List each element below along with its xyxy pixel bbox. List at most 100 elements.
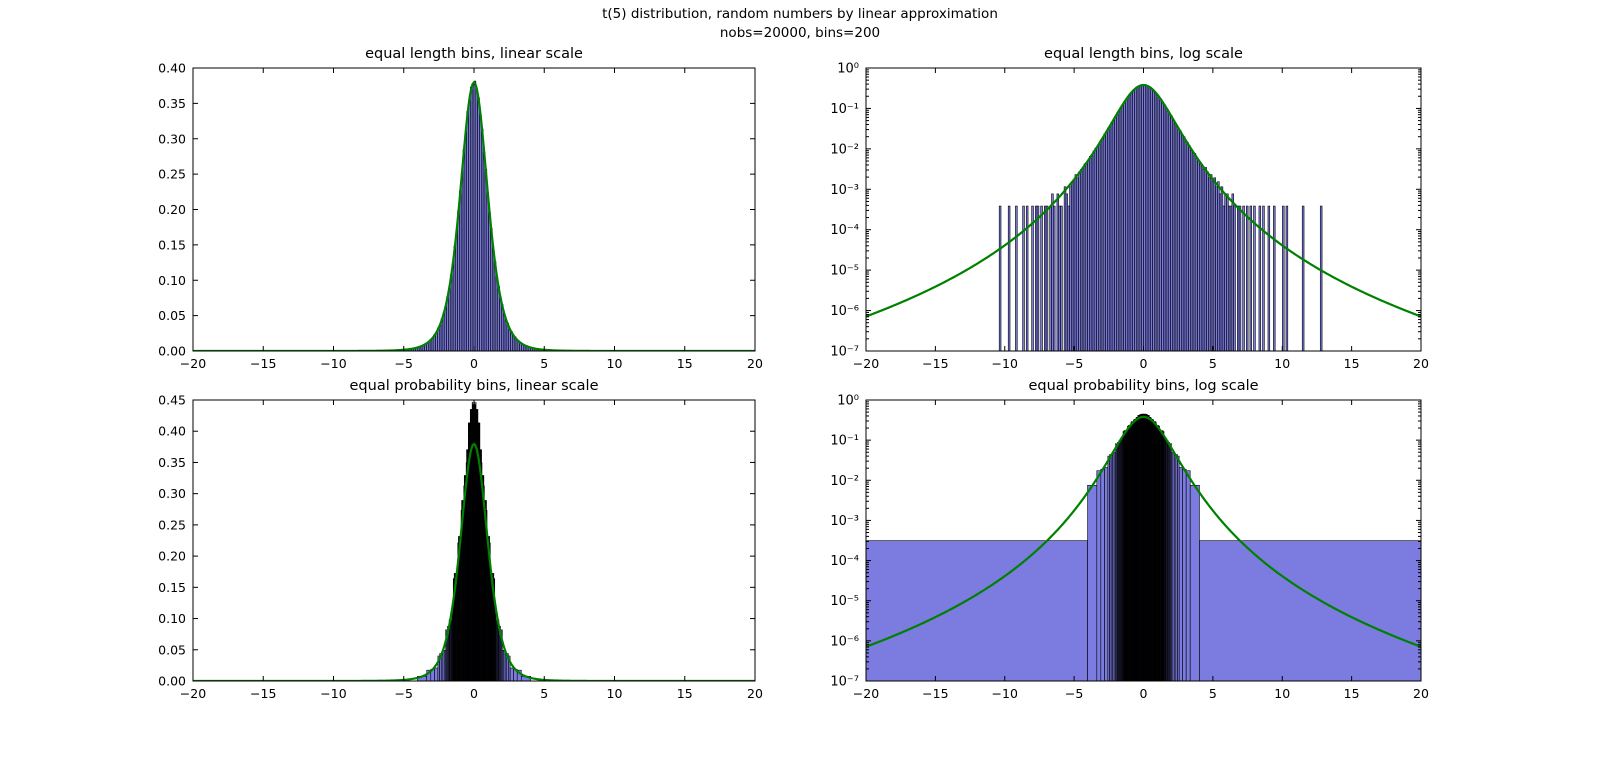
subplot-2: −20 −15 −10 −5 0 5 10 15 20 0.00 0.05 0.10 0.15 0.20 0… xyxy=(158,393,763,702)
x-tick-label: −10 xyxy=(992,686,1018,701)
x-tick-label: 10 xyxy=(1274,356,1290,371)
pdf-curve xyxy=(193,442,755,681)
y-tick-label: 0.30 xyxy=(158,486,186,501)
x-tick-label: −15 xyxy=(250,356,276,371)
histogram-bar xyxy=(1104,467,1109,681)
histogram-bar xyxy=(1185,470,1191,681)
histogram-bar xyxy=(1007,205,1011,351)
histogram-bar xyxy=(1096,470,1102,681)
histogram-bar xyxy=(1233,205,1236,351)
figure-title-line1: t(5) distribution, random numbers by lin… xyxy=(602,6,998,22)
axes-ticks xyxy=(192,67,756,352)
x-tick-label: 0 xyxy=(1140,686,1148,701)
x-tick-label: 15 xyxy=(1344,356,1360,371)
x-tick-label: −15 xyxy=(922,356,948,371)
y-tick-label: 10⁰ xyxy=(837,62,859,77)
y-tick-label: 0.25 xyxy=(158,167,186,182)
y-tick-label: 10⁻⁶ xyxy=(830,304,859,319)
histogram-bar xyxy=(1022,205,1025,351)
histogram-bar xyxy=(1189,485,1200,681)
y-tick-label: 10⁻⁵ xyxy=(830,264,859,279)
x-tick-label: −5 xyxy=(395,686,413,701)
histogram-bar xyxy=(1246,205,1249,351)
y-tick-label: 10⁻⁴ xyxy=(830,554,859,569)
y-tick-label: 0.35 xyxy=(158,96,186,111)
y-tick-label: 0.30 xyxy=(158,131,186,146)
y-tick-label: 0.05 xyxy=(158,308,186,323)
histogram-bar xyxy=(434,667,439,681)
y-tick-label: 0.25 xyxy=(158,517,186,532)
x-tick-label: −15 xyxy=(922,686,948,701)
x-tick-label: −10 xyxy=(320,686,346,701)
x-tick-label: 10 xyxy=(607,356,623,371)
histogram-bar xyxy=(1262,205,1265,351)
x-tick-label: 0 xyxy=(1140,356,1148,371)
histogram-bar xyxy=(866,540,1088,681)
y-tick-label: 0.40 xyxy=(158,61,186,76)
y-tick-label: 0.05 xyxy=(158,642,186,657)
histogram-bar xyxy=(1253,205,1256,351)
x-tick-label: 20 xyxy=(1413,356,1429,371)
subplot-title-equal-length-linear: equal length bins, linear scale xyxy=(365,46,583,62)
y-tick-label: 10⁻¹ xyxy=(830,434,859,449)
y-tick-label: 0.40 xyxy=(158,424,186,439)
y-tick-label: 0.20 xyxy=(158,202,186,217)
histogram-bars xyxy=(866,413,1421,681)
histogram-bar xyxy=(509,667,514,681)
x-tick-label: −20 xyxy=(180,686,206,701)
histogram-bar xyxy=(1282,205,1285,351)
x-tick-label: −5 xyxy=(1065,356,1083,371)
x-tick-label: 5 xyxy=(1209,686,1217,701)
x-tick-label: 10 xyxy=(607,686,623,701)
histogram-bar xyxy=(1285,205,1289,351)
y-tick-label: 10⁻⁷ xyxy=(830,675,859,690)
x-tick-label: 20 xyxy=(1413,686,1429,701)
y-tick-label: 10⁻² xyxy=(830,474,859,489)
y-tick-label: 10⁻⁵ xyxy=(830,594,859,609)
histogram-bar xyxy=(1199,540,1421,681)
x-tick-label: −20 xyxy=(853,686,879,701)
y-tick-label: 0.45 xyxy=(158,393,186,408)
y-tick-label: 10⁻⁴ xyxy=(830,223,859,238)
y-tick-label: 0.15 xyxy=(158,237,186,252)
y-tick-label: 0.10 xyxy=(158,273,186,288)
histogram-bar xyxy=(1025,205,1029,351)
histogram-bar xyxy=(1267,205,1271,351)
histogram-bar xyxy=(1301,205,1305,351)
y-tick-label: 10⁻² xyxy=(830,142,859,157)
histogram-bars xyxy=(998,84,1323,351)
subplot-title-equal-probability-log: equal probability bins, log scale xyxy=(1028,378,1259,394)
histogram-bar xyxy=(1040,205,1043,351)
subplot-title-equal-probability-linear: equal probability bins, linear scale xyxy=(349,378,599,394)
axes-ticks xyxy=(865,67,1422,352)
subplot-0: −20 −15 −10 −5 0 5 10 15 20 0.00 0.05 0.10 0.15 0.20 0… xyxy=(158,61,763,372)
figure-title-line2: nobs=20000, bins=200 xyxy=(719,25,881,41)
x-tick-label: −5 xyxy=(395,356,413,371)
histogram-bar xyxy=(1182,468,1187,681)
histogram-bar xyxy=(998,205,1002,351)
x-tick-label: −15 xyxy=(250,686,276,701)
histogram-bar xyxy=(1249,205,1253,351)
x-tick-label: 5 xyxy=(540,356,548,371)
pdf-curve xyxy=(866,415,1421,648)
x-tick-label: −10 xyxy=(320,356,346,371)
histogram-bar xyxy=(1258,205,1262,351)
histogram-bar xyxy=(1036,205,1040,351)
x-tick-label: 20 xyxy=(747,356,763,371)
subplot-title-equal-length-log: equal length bins, log scale xyxy=(1044,46,1243,62)
histogram-bar xyxy=(1053,205,1056,351)
x-tick-label: −5 xyxy=(1065,686,1083,701)
pdf-curve xyxy=(866,83,1421,318)
subplot-1: −20 −15 −10 −5 0 5 10 15 20 10⁰ 10⁻¹ 10⁻² 10⁻³ 10⁻⁴ 10… xyxy=(830,62,1429,372)
histogram-bar xyxy=(1319,205,1323,351)
x-tick-label: −20 xyxy=(853,356,879,371)
y-tick-label: 0.00 xyxy=(158,674,186,689)
y-tick-label: 0.10 xyxy=(158,611,186,626)
y-tick-label: 10⁻⁷ xyxy=(830,345,859,360)
x-tick-label: 15 xyxy=(1344,686,1360,701)
x-tick-label: 15 xyxy=(677,356,693,371)
y-tick-label: 0.35 xyxy=(158,455,186,470)
subplot-3: −20 −15 −10 −5 0 5 10 15 20 10⁰ 10⁻¹ 10⁻² 10⁻³ 10⁻⁴ 10… xyxy=(830,394,1429,702)
histogram-bar xyxy=(1238,205,1242,351)
